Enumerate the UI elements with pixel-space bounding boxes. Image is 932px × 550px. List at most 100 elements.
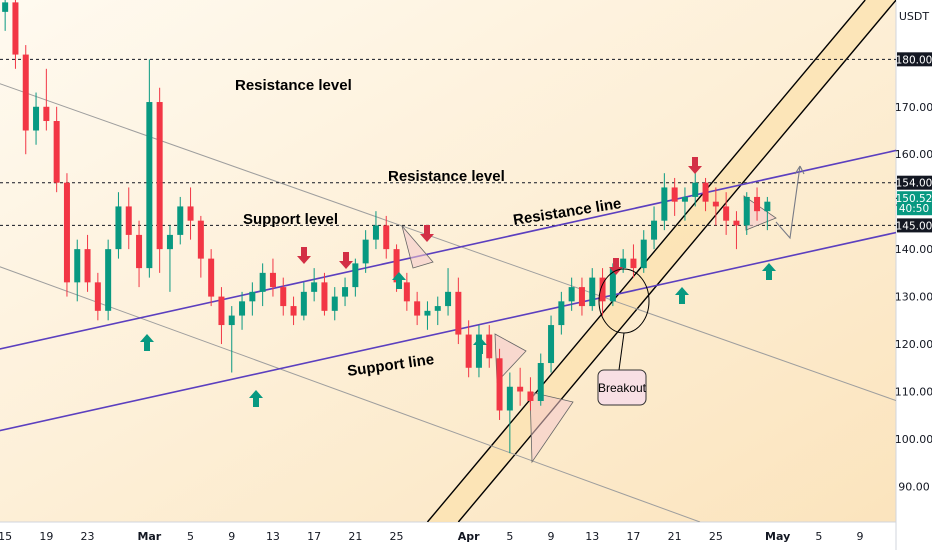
time-tick-label: 13 [585,530,599,543]
time-tick-label: 25 [709,530,723,543]
candle-body [239,301,246,316]
price-tick-label: 160.00 [895,148,932,161]
price-axis-panel [896,0,932,550]
down-arrow-icon [339,252,353,269]
price-tag-box [897,191,932,216]
candle-body [671,187,678,202]
time-axis[interactable]: 15 19 23 Mar 5 9 13 17 21 25 Apr 5 9 13 17 21 25 May 5 9 [0,530,864,543]
time-tick-label: 5 [815,530,822,543]
candle-body [620,258,627,269]
candle-body [342,287,349,297]
pattern-triangle [529,391,574,464]
candle-body [311,282,318,292]
candle-body [609,268,616,302]
time-tick-label: Apr [458,530,480,543]
candle-body [630,258,637,269]
candle-body [599,277,606,302]
candle-body [74,249,81,283]
channel-fill [427,0,896,522]
candle-body [63,182,70,283]
price-tick-label: 90.00 [898,480,930,493]
candle-body [2,2,9,12]
time-tick-label: 5 [506,530,513,543]
candle-body [640,239,647,269]
breakout-box [597,369,647,406]
projection-arrowhead [794,165,805,175]
time-tick-label: 17 [307,530,321,543]
resistance-level-top-label: Resistance level [235,77,352,94]
up-arrow-icon [675,287,689,304]
time-tick-label: 15 [0,530,12,543]
up-arrow-icon [249,390,263,407]
breakout-label: Breakout [598,381,647,395]
candle-body [280,287,287,307]
candle-body [692,182,699,197]
candle-body [455,291,462,335]
candle-body [259,272,266,292]
candle-body [290,306,297,316]
candle-body [702,182,709,202]
gray-trend-line [0,83,896,402]
candle-body [136,234,143,269]
trend-line [0,231,896,432]
time-tick-label: 21 [348,530,362,543]
time-tick-label: 9 [857,530,864,543]
down-arrow-icon [297,247,311,264]
candle-body [249,291,256,302]
time-axis-panel [0,522,932,550]
candle-body [321,282,328,311]
candle-body [517,386,524,392]
time-tick-label: 25 [390,530,404,543]
candle-body [651,220,658,240]
projection-path [775,165,801,240]
price-tag-box [897,175,932,190]
plot-background [0,0,896,522]
candle-body [331,296,338,311]
candle-body [681,196,688,202]
trend-line [0,149,896,350]
price-tag-countdown: 40:50 [899,203,929,215]
candle-body [393,249,400,283]
price-tick-label: 110.00 [895,386,932,399]
candle-body [548,325,555,364]
candle-body [43,106,50,122]
time-tick-label: 21 [668,530,682,543]
candle-body [12,2,19,55]
price-tick-label: 140.00 [895,243,932,256]
candle-body [578,287,585,307]
candle-body [414,301,421,316]
down-arrow-icon [609,258,623,275]
candle-body [445,291,452,307]
price-tick-label: 120.00 [895,338,932,351]
candle-body [424,310,431,316]
time-tick-label: 17 [626,530,640,543]
time-tick-label: 19 [39,530,53,543]
breakout-callout: Breakout [597,268,650,406]
up-arrow-icon [140,334,154,351]
price-tag-label: 150.52 [896,193,932,205]
candle-body [94,282,101,311]
candle-body [105,249,112,311]
candle-body [125,206,132,235]
candle-body [383,225,390,250]
price-tick-label: 130.00 [895,291,932,304]
candle-body [764,201,771,212]
candle-body [403,282,410,302]
candle-body [187,206,194,221]
candle-body [53,121,60,183]
price-tick-label: 100.00 [895,433,932,446]
candle-body [228,315,235,326]
candle-body [434,306,441,311]
candle-body [33,106,40,131]
time-tick-label: May [765,530,790,543]
candle-body [486,334,493,359]
candle-body [568,287,575,302]
candle-body [372,225,379,240]
pattern-triangle [494,333,527,383]
candle-body [743,196,750,226]
candle-body [589,277,596,307]
candle-body [465,334,472,368]
gray-trend-line [0,266,701,522]
